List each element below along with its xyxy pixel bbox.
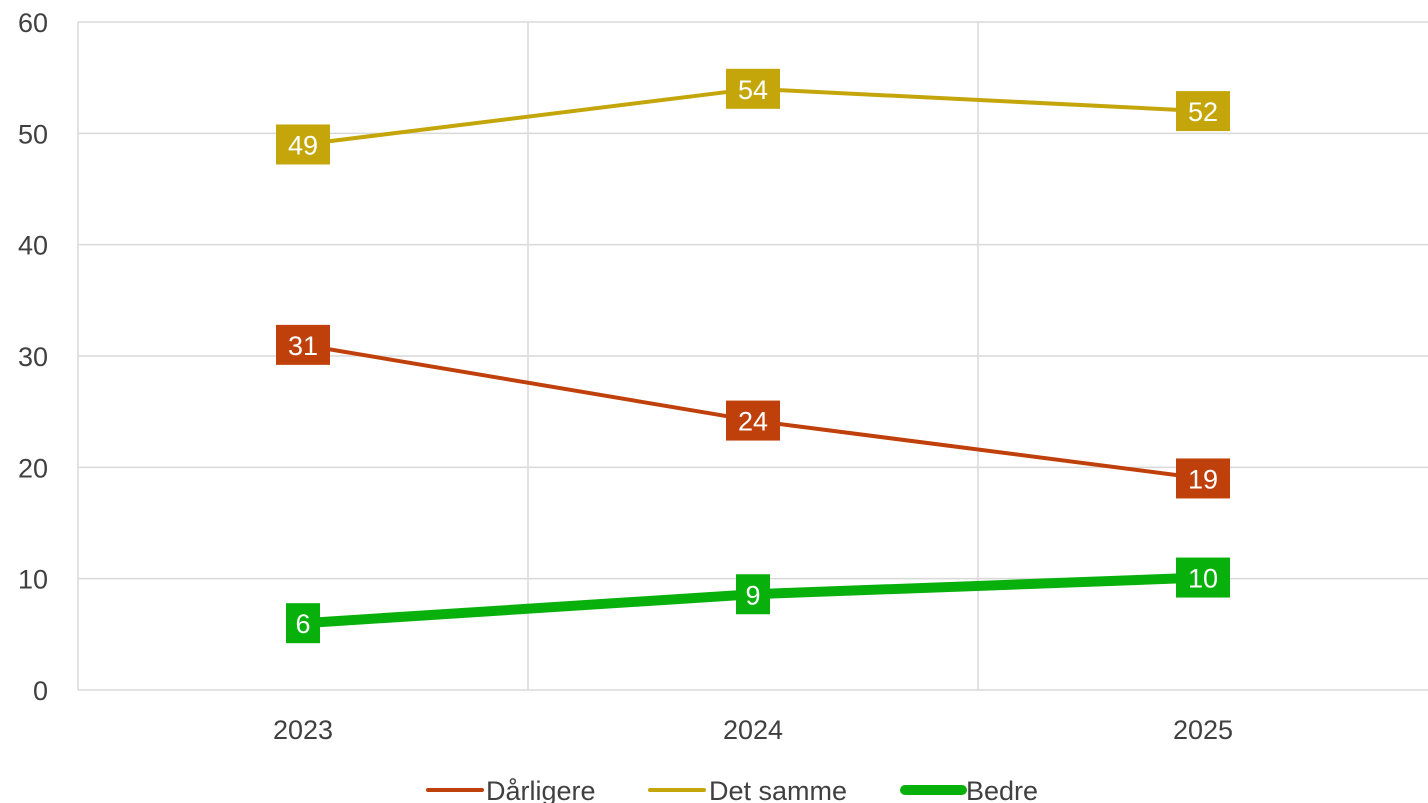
y-tick-label: 10 [18,565,48,595]
legend-item-dårligere: Dårligere [426,776,596,803]
y-tick-label: 60 [18,8,48,38]
data-label: 24 [726,400,780,441]
data-label-text: 10 [1188,564,1218,594]
data-label-box [726,400,780,441]
data-label-text: 54 [738,75,768,105]
axis-layer: 0 10 20 30 40 50 60 2023 2024 2025 [18,8,1428,745]
data-label-box [736,574,770,615]
data-label: 52 [1176,91,1230,132]
legend-label: Bedre [966,776,1038,803]
y-tick-label: 50 [18,119,48,149]
y-tick-label: 0 [33,676,48,706]
data-label-text: 24 [738,407,768,437]
data-label-text: 52 [1188,97,1218,127]
data-label: 54 [726,68,780,109]
legend-label: Det samme [709,776,847,803]
data-label: 6 [286,603,320,644]
legend: Dårligere Det samme Bedre [426,776,1038,803]
data-label: 10 [1176,557,1230,598]
data-label-box [276,124,330,165]
data-label: 9 [736,574,770,615]
data-label-box [1176,91,1230,132]
data-label: 19 [1176,458,1230,499]
data-label-text: 6 [295,609,310,639]
y-tick-label: 30 [18,342,48,372]
data-label-text: 31 [288,331,318,361]
y-tick-label: 40 [18,231,48,261]
y-tick-label: 20 [18,453,48,483]
legend-item-bedre: Bedre [900,776,1038,803]
data-label: 31 [276,324,330,365]
x-tick-label: 2023 [273,715,333,745]
data-label-box [1176,458,1230,499]
data-label-box [726,68,780,109]
x-tick-label: 2025 [1173,715,1233,745]
data-label-text: 49 [288,130,318,160]
data-label-text: 9 [745,580,760,610]
data-label: 49 [276,124,330,165]
data-label-box [276,324,330,365]
data-label-box [1176,557,1230,598]
data-label-box [286,603,320,644]
data-label-text: 19 [1188,464,1218,494]
legend-item-det-samme: Det samme [648,776,847,803]
legend-label: Dårligere [486,776,596,803]
x-tick-label: 2024 [723,715,783,745]
data-label-layer: 31 24 19 49 54 52 6 9 10 [276,68,1230,644]
